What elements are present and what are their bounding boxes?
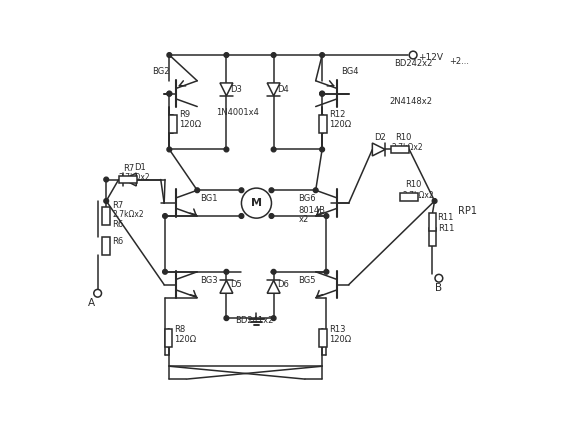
Polygon shape (267, 280, 280, 293)
Bar (103, 207, 110, 225)
Text: RP1: RP1 (458, 206, 477, 216)
Text: x2: x2 (299, 216, 309, 225)
Text: R7: R7 (112, 201, 124, 210)
Text: BG4: BG4 (342, 67, 359, 76)
Text: B: B (435, 283, 442, 293)
Bar (391, 146, 409, 153)
Bar (119, 176, 137, 183)
Circle shape (271, 147, 276, 152)
Bar (319, 115, 327, 133)
Text: D1: D1 (134, 163, 146, 172)
Bar (169, 115, 176, 133)
Circle shape (324, 270, 329, 274)
Text: 2.7kΩx2: 2.7kΩx2 (392, 143, 423, 152)
Text: 2.7kΩx2: 2.7kΩx2 (112, 210, 144, 219)
Bar (429, 229, 436, 247)
Text: R9: R9 (179, 110, 190, 119)
Circle shape (104, 177, 109, 182)
Bar (319, 329, 327, 347)
Text: A: A (88, 298, 95, 308)
Text: D4: D4 (277, 85, 289, 93)
Text: R11: R11 (438, 213, 454, 222)
Text: +2...: +2... (450, 57, 470, 66)
Text: BG6: BG6 (299, 194, 316, 203)
Text: D6: D6 (277, 280, 289, 289)
Text: BG5: BG5 (299, 276, 316, 285)
Circle shape (104, 199, 109, 203)
Text: +12V: +12V (418, 53, 444, 62)
Text: 2N4148x2: 2N4148x2 (390, 97, 433, 106)
Text: R12: R12 (329, 110, 346, 119)
Text: 8014B: 8014B (299, 206, 325, 215)
Text: D2: D2 (375, 133, 386, 142)
Circle shape (432, 199, 437, 203)
Circle shape (435, 274, 443, 282)
Polygon shape (123, 173, 136, 186)
Circle shape (224, 53, 229, 57)
Text: BD242x2: BD242x2 (394, 59, 432, 68)
Polygon shape (220, 83, 233, 96)
Circle shape (241, 188, 272, 218)
Circle shape (167, 53, 172, 57)
Text: 1N4001x4: 1N4001x4 (215, 108, 258, 117)
Text: 120Ω: 120Ω (179, 120, 201, 129)
Circle shape (271, 53, 276, 57)
Circle shape (320, 147, 324, 152)
Bar (103, 237, 110, 255)
Circle shape (224, 270, 229, 274)
Circle shape (324, 214, 329, 218)
Text: 2.7kΩx2: 2.7kΩx2 (118, 173, 150, 182)
Text: D5: D5 (230, 280, 242, 289)
Circle shape (163, 270, 167, 274)
Text: R6: R6 (112, 220, 124, 229)
Circle shape (320, 91, 324, 96)
Text: BG2: BG2 (152, 67, 170, 76)
Circle shape (163, 214, 167, 218)
Text: 120Ω: 120Ω (329, 120, 351, 129)
Polygon shape (267, 83, 280, 96)
Text: R10: R10 (395, 133, 411, 142)
Polygon shape (372, 143, 385, 156)
Circle shape (271, 270, 276, 274)
Circle shape (224, 316, 229, 321)
Circle shape (167, 91, 172, 96)
Text: R13: R13 (329, 325, 346, 334)
Text: R7: R7 (123, 164, 135, 173)
Circle shape (269, 214, 274, 218)
Text: 120Ω: 120Ω (329, 335, 351, 344)
Text: R11: R11 (438, 224, 455, 233)
Circle shape (409, 51, 417, 59)
Text: 2.7kΩx2: 2.7kΩx2 (402, 191, 434, 200)
Circle shape (239, 214, 244, 218)
Circle shape (320, 53, 324, 57)
Circle shape (195, 188, 199, 193)
Circle shape (167, 147, 172, 152)
Circle shape (224, 147, 229, 152)
Text: BG3: BG3 (200, 276, 217, 285)
Circle shape (269, 188, 274, 193)
Text: M: M (251, 198, 262, 208)
Text: 120Ω: 120Ω (174, 335, 197, 344)
Polygon shape (220, 280, 233, 293)
Text: R6: R6 (112, 237, 124, 246)
Bar (429, 213, 436, 232)
Circle shape (320, 91, 324, 96)
Text: BG1: BG1 (200, 194, 217, 203)
Text: R10: R10 (405, 180, 422, 189)
Circle shape (239, 188, 244, 193)
Text: R8: R8 (174, 325, 186, 334)
Bar (400, 193, 418, 200)
Circle shape (271, 316, 276, 321)
Circle shape (167, 91, 172, 96)
Circle shape (313, 188, 318, 193)
Bar (164, 329, 172, 347)
Text: BD241x2: BD241x2 (235, 316, 273, 325)
Text: D3: D3 (230, 85, 242, 93)
Circle shape (94, 289, 101, 297)
